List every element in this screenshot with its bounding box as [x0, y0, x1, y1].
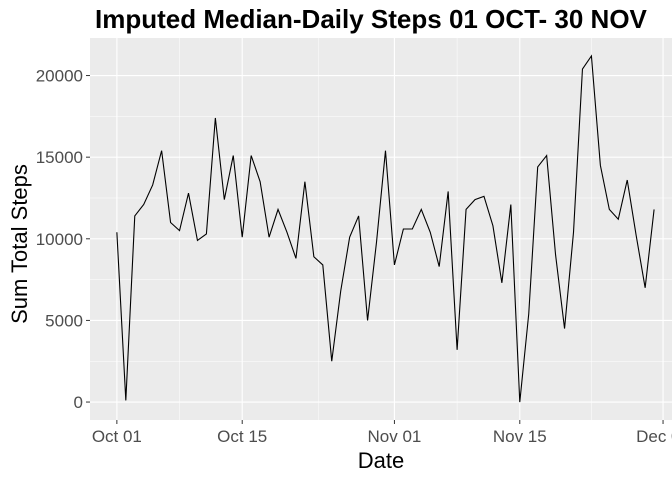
y-tick-label: 10000 [36, 230, 83, 249]
y-tick-label: 5000 [45, 311, 83, 330]
y-tick-label: 15000 [36, 148, 83, 167]
y-axis-title: Sum Total Steps [7, 164, 32, 324]
x-tick-label: Nov 01 [367, 427, 421, 446]
x-tick-label: Dec 01 [636, 427, 672, 446]
major-gridlines [90, 38, 672, 420]
y-tick-label: 20000 [36, 67, 83, 86]
x-tick-label: Nov 15 [493, 427, 547, 446]
x-tick-label: Oct 01 [92, 427, 142, 446]
y-axis-ticks: 0 5000 10000 15000 20000 [36, 67, 90, 412]
x-axis-ticks: Oct 01 Oct 15 Nov 01 Nov 15 Dec 01 [92, 420, 672, 446]
x-tick-label: Oct 15 [217, 427, 267, 446]
plot-panel [90, 38, 672, 420]
y-tick-label: 0 [74, 393, 83, 412]
chart-title: Imputed Median-Daily Steps 01 OCT- 30 NO… [95, 4, 648, 34]
x-axis-title: Date [358, 448, 404, 473]
series-line [116, 54, 655, 403]
